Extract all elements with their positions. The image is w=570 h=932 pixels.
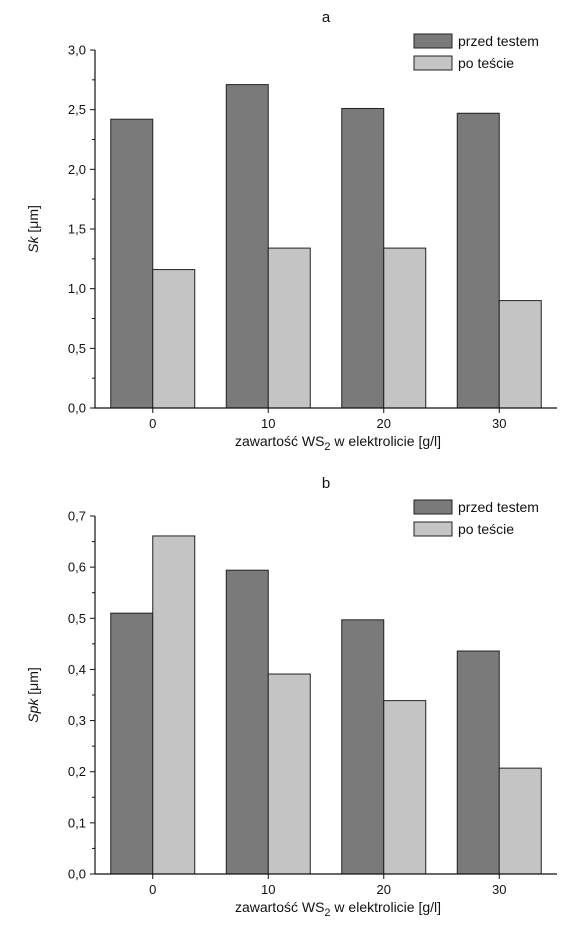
x-axis-title: zawartość WS2 w elektrolicie [g/l] bbox=[235, 899, 441, 919]
y-tick-label: 2,5 bbox=[68, 102, 86, 117]
bar-przed-testem-30 bbox=[456, 112, 500, 409]
y-axis-title: Spk [μm] bbox=[25, 667, 41, 723]
bar-po-tescie-20 bbox=[383, 700, 427, 875]
y-tick-label: 0,0 bbox=[68, 867, 86, 882]
y-tick-label: 0,3 bbox=[68, 713, 86, 728]
x-tick-label-30: 30 bbox=[492, 882, 506, 897]
legend-label-przed-testem: przed testem bbox=[458, 33, 539, 49]
x-tick-label-10: 10 bbox=[261, 416, 275, 431]
legend-label-po-tescie: po teście bbox=[458, 521, 514, 537]
y-tick-label: 0,5 bbox=[68, 611, 86, 626]
y-tick-label: 0,4 bbox=[68, 662, 86, 677]
chart-a: a 0,0 0,5 1,0 1,5 2,0 2,5 3,0 0 10 20 30 zawartość W… bbox=[25, 9, 557, 453]
legend-swatch-po-tescie bbox=[413, 521, 453, 537]
y-tick-label: 1,5 bbox=[68, 222, 86, 237]
x-tick-label-30: 30 bbox=[492, 416, 506, 431]
legend-label-po-tescie: po teście bbox=[458, 55, 514, 71]
x-tick-label-0: 0 bbox=[149, 882, 156, 897]
x-tick-label-20: 20 bbox=[377, 882, 391, 897]
y-tick-label: 2,0 bbox=[68, 162, 86, 177]
legend-swatch-przed-testem bbox=[413, 33, 453, 49]
chart-b: b 0,0 0,1 0,2 0,3 0,4 0,5 0,6 0,7 0 10 20 30 zawartoś… bbox=[25, 475, 557, 919]
x-tick-label-0: 0 bbox=[149, 416, 156, 431]
bar-przed-testem-30 bbox=[456, 650, 500, 875]
legend: przed testem po teście bbox=[413, 33, 539, 71]
legend-swatch-przed-testem bbox=[413, 499, 453, 515]
bar-przed-testem-10 bbox=[225, 84, 269, 409]
legend-label-przed-testem: przed testem bbox=[458, 499, 539, 515]
legend-swatch-po-tescie bbox=[413, 55, 453, 71]
y-tick-label: 0,6 bbox=[68, 560, 86, 575]
bar-po-tescie-30 bbox=[498, 767, 542, 875]
bar-po-tescie-20 bbox=[383, 247, 427, 409]
y-tick-label: 0,5 bbox=[68, 341, 86, 356]
bar-po-tescie-10 bbox=[267, 673, 311, 875]
y-tick-label: 0,1 bbox=[68, 815, 86, 830]
bar-po-tescie-0 bbox=[152, 269, 196, 409]
bar-przed-testem-0 bbox=[110, 612, 154, 875]
bar-przed-testem-10 bbox=[225, 569, 269, 875]
bar-przed-testem-20 bbox=[341, 619, 385, 875]
legend: przed testem po teście bbox=[413, 499, 539, 537]
bar-przed-testem-20 bbox=[341, 107, 385, 409]
y-tick-label: 0,2 bbox=[68, 764, 86, 779]
y-tick-label: 1,0 bbox=[68, 281, 86, 296]
y-tick-label: 0,0 bbox=[68, 401, 86, 416]
x-tick-label-10: 10 bbox=[261, 882, 275, 897]
bar-po-tescie-10 bbox=[267, 247, 311, 409]
y-tick-label: 0,7 bbox=[68, 509, 86, 524]
x-axis-title: zawartość WS2 w elektrolicie [g/l] bbox=[235, 433, 441, 453]
chart-title: b bbox=[322, 475, 330, 492]
y-tick-label: 3,0 bbox=[68, 43, 86, 58]
bar-po-tescie-0 bbox=[152, 535, 196, 875]
x-tick-label-20: 20 bbox=[377, 416, 391, 431]
y-axis-title: Sk [μm] bbox=[25, 205, 41, 253]
bar-przed-testem-0 bbox=[110, 118, 154, 409]
bar-po-tescie-30 bbox=[498, 300, 542, 409]
chart-title: a bbox=[322, 9, 331, 26]
